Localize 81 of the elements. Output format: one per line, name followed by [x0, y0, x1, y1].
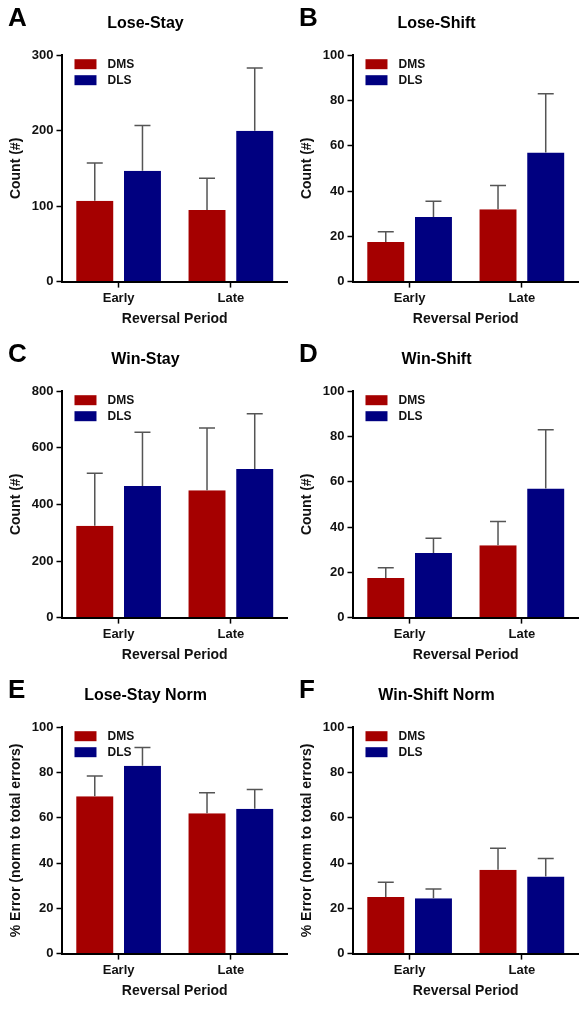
- y-tick-label: 100: [322, 382, 345, 398]
- chart-title: Lose-Shift: [397, 14, 477, 32]
- x-axis-title: Reversal Period: [121, 646, 228, 663]
- y-tick-label: 400: [31, 495, 54, 511]
- legend-label: DMS: [107, 728, 135, 743]
- x-axis-title: Reversal Period: [412, 982, 519, 999]
- legend-label: DMS: [398, 392, 426, 407]
- y-tick-label: 60: [39, 809, 54, 825]
- y-tick-label: 80: [330, 764, 345, 780]
- y-tick-label: 600: [31, 439, 54, 455]
- chart-title: Lose-Stay: [107, 14, 184, 32]
- y-tick-label: 800: [31, 382, 54, 398]
- y-tick-label: 100: [31, 197, 54, 213]
- y-tick-label: 20: [330, 563, 345, 579]
- y-tick-label: 80: [330, 428, 345, 444]
- x-axis-title: Reversal Period: [412, 646, 519, 663]
- x-axis-title: Reversal Period: [121, 310, 228, 327]
- y-tick-label: 40: [330, 518, 345, 534]
- y-tick-label: 20: [330, 899, 345, 915]
- x-axis-title: Reversal Period: [121, 982, 228, 999]
- x-tick-label: Late: [508, 961, 536, 977]
- y-tick-label: 40: [330, 854, 345, 870]
- y-tick-label: 40: [330, 182, 345, 198]
- text: E: [8, 674, 26, 705]
- legend-label: DMS: [398, 728, 426, 743]
- y-tick-label: 200: [31, 122, 54, 138]
- y-axis-title: % Error (norm to total errors): [7, 743, 24, 938]
- y-axis-title: Count (#): [298, 137, 315, 200]
- y-tick-label: 0: [46, 273, 54, 289]
- y-tick-label: 100: [322, 46, 345, 62]
- x-tick-label: Early: [393, 289, 427, 305]
- chart-title: Win-Stay: [111, 350, 180, 368]
- legend-label: DLS: [398, 72, 423, 87]
- legend-label: DLS: [107, 408, 132, 423]
- y-tick-label: 0: [46, 609, 54, 625]
- legend-label: DLS: [398, 744, 423, 759]
- y-tick-label: 200: [31, 552, 54, 568]
- x-tick-label: Early: [393, 625, 427, 641]
- legend-label: DMS: [107, 56, 135, 71]
- y-tick-label: 80: [330, 92, 345, 108]
- y-tick-label: 60: [330, 473, 345, 489]
- chart-title: Win-Shift: [401, 350, 473, 368]
- chart-title: Win-Shift Norm: [378, 686, 495, 704]
- y-tick-label: 0: [337, 609, 345, 625]
- x-tick-label: Early: [102, 961, 136, 977]
- y-axis-title: % Error (norm to total errors): [298, 743, 315, 938]
- y-tick-label: 60: [330, 137, 345, 153]
- y-axis-title: Count (#): [7, 473, 24, 536]
- x-tick-label: Late: [508, 625, 536, 641]
- y-tick-label: 20: [39, 899, 54, 915]
- legend-label: DMS: [398, 56, 426, 71]
- legend-label: DMS: [107, 392, 135, 407]
- y-tick-label: 0: [46, 945, 54, 961]
- y-axis-title: Count (#): [7, 137, 24, 200]
- legend-label: DLS: [107, 72, 132, 87]
- y-tick-label: 40: [39, 854, 54, 870]
- text: F: [299, 674, 315, 705]
- y-tick-label: 300: [31, 46, 54, 62]
- x-axis-title: Reversal Period: [412, 310, 519, 327]
- x-tick-label: Early: [102, 625, 136, 641]
- y-tick-label: 0: [337, 273, 345, 289]
- text: A: [8, 2, 27, 33]
- y-axis-title: Count (#): [298, 473, 315, 536]
- y-tick-label: 100: [322, 718, 345, 734]
- text: D: [299, 338, 318, 369]
- text: C: [8, 338, 27, 369]
- legend-label: DLS: [107, 744, 132, 759]
- y-tick-label: 100: [31, 718, 54, 734]
- x-tick-label: Late: [508, 289, 536, 305]
- y-tick-label: 60: [330, 809, 345, 825]
- x-tick-label: Early: [102, 289, 136, 305]
- y-tick-label: 20: [330, 227, 345, 243]
- legend-label: DLS: [398, 408, 423, 423]
- x-tick-label: Late: [217, 961, 245, 977]
- text: B: [299, 2, 318, 33]
- y-tick-label: 80: [39, 764, 54, 780]
- chart-title: Lose-Stay Norm: [84, 686, 207, 704]
- x-tick-label: Late: [217, 625, 245, 641]
- x-tick-label: Early: [393, 961, 427, 977]
- x-tick-label: Late: [217, 289, 245, 305]
- y-tick-label: 0: [337, 945, 345, 961]
